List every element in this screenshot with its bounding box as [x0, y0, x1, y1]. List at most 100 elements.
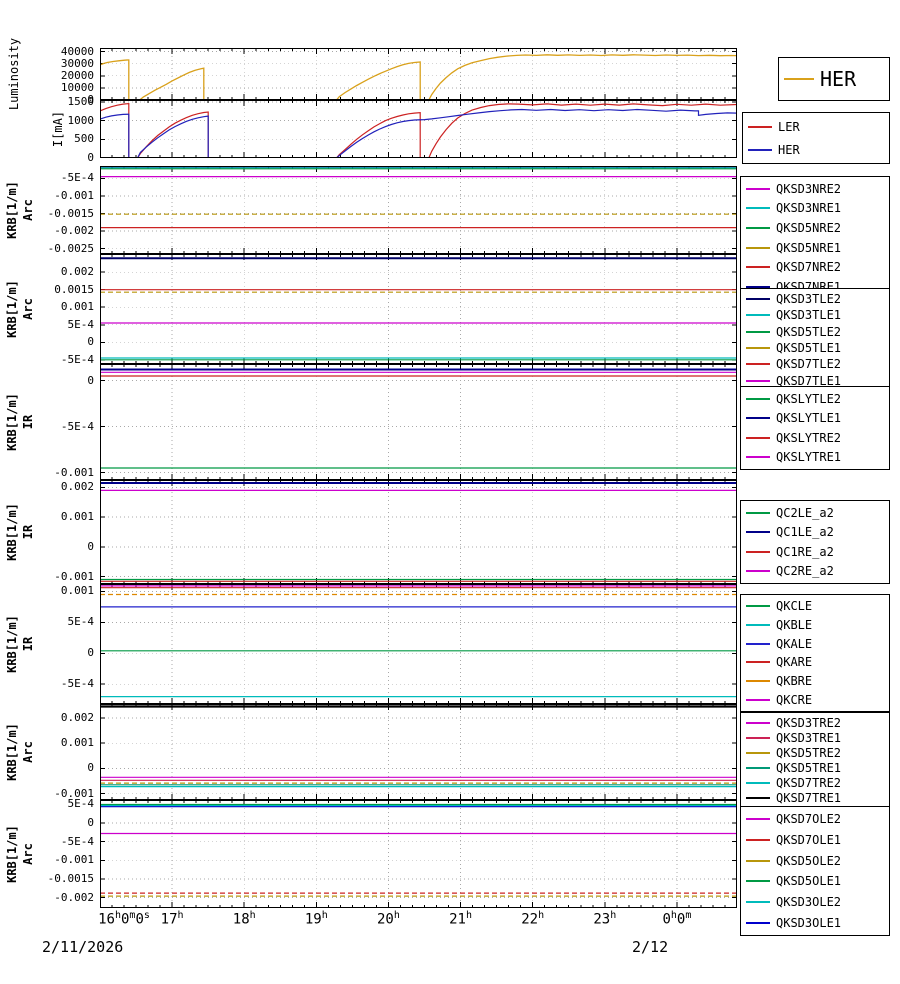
- ytick-label-nre: -0.0025: [47, 241, 94, 255]
- legend-item: QKBLE: [741, 618, 889, 632]
- panel-qk-plot: [100, 584, 737, 704]
- ytick-label-lum: 10000: [60, 80, 94, 94]
- legend-item: QC2RE_a2: [741, 564, 889, 578]
- xtick-label: 21h: [449, 910, 473, 928]
- legend-item: QKSD3TLE1: [741, 308, 889, 322]
- legend-item: QKSD3TRE2: [741, 716, 889, 730]
- legend-line-swatch: [746, 187, 770, 190]
- legend-item: QKARE: [741, 655, 889, 669]
- ytick-label-cur: 0: [87, 151, 94, 164]
- ytick-label-nre: -5E-4: [60, 171, 94, 185]
- ytick-label-lum: 40000: [60, 44, 94, 58]
- legend-label: QC1RE_a2: [776, 544, 834, 559]
- ytick-label-ole: 5E-4: [67, 797, 95, 811]
- legend-label: QKCLE: [776, 599, 813, 614]
- xtick-label: 18h: [232, 910, 256, 928]
- legend-label: QKSLYTLE2: [776, 391, 842, 406]
- ytick-label-lum: 20000: [60, 68, 94, 82]
- ylabel-text: Arc: [21, 741, 35, 763]
- legend-label: LER: [778, 119, 800, 134]
- legend-label: QKSD3OLE2: [776, 894, 842, 909]
- xtick-label: 23h: [593, 910, 617, 928]
- legend-label: QKSD3OLE1: [776, 915, 842, 930]
- series-HER: [100, 54, 737, 100]
- legend-line-swatch: [746, 363, 770, 366]
- panel-frame: [100, 800, 737, 908]
- legend-item: QKSD5OLE2: [741, 854, 889, 868]
- legend-line-swatch: [746, 227, 770, 230]
- series-LER: [100, 102, 737, 158]
- legend-line-swatch: [746, 347, 770, 350]
- ytick-label-qc: 0: [87, 539, 94, 553]
- ylabel-text: I[mA]: [51, 110, 65, 148]
- legend-label: QKSD3TRE1: [776, 730, 842, 745]
- ytick-label-tre: 0: [87, 761, 94, 775]
- legend-line-swatch: [746, 605, 770, 608]
- ytick-label-tre: -0.001: [54, 786, 94, 800]
- ytick-label-nre: -0.001: [54, 188, 94, 202]
- panel-ole-plot: [100, 800, 737, 908]
- legend-item: QKCRE: [741, 693, 889, 707]
- ylabel-text: KRB[1/m]: [5, 503, 19, 561]
- legend-label: HER: [778, 142, 800, 157]
- legend-item: QC1LE_a2: [741, 525, 889, 539]
- legend-line-swatch: [746, 751, 770, 754]
- legend-item: LER: [743, 120, 889, 134]
- legend-item: QKSD7TRE1: [741, 791, 889, 805]
- legend-label: QC1LE_a2: [776, 525, 834, 540]
- legend-line-swatch: [746, 661, 770, 664]
- legend-line-swatch: [746, 550, 770, 553]
- legend-item: QKSD5TRE1: [741, 761, 889, 775]
- legend-label: QKSD5TRE1: [776, 760, 842, 775]
- date-end-label: 2/12: [632, 938, 669, 956]
- legend-line-swatch: [746, 642, 770, 645]
- ytick-label-ole: -0.002: [54, 890, 94, 904]
- panel-frame: [100, 480, 737, 584]
- legend-sly: QKSLYTLE2 QKSLYTLE1 QKSLYTRE2 QKSLYTRE1: [740, 386, 890, 470]
- legend-item: QKSD5OLE1: [741, 874, 889, 888]
- legend-item: QKSD5NRE2: [741, 221, 889, 235]
- legend-label: QKSD3TLE2: [776, 292, 842, 307]
- legend-item: QKSD3NRE1: [741, 201, 889, 215]
- panel-tre-plot: [100, 704, 737, 800]
- legend-line-swatch: [746, 207, 770, 210]
- legend-line-swatch: [746, 623, 770, 626]
- ylabel-text: KRB[1/m]: [5, 280, 19, 338]
- ytick-label-qc: 0.002: [60, 480, 94, 494]
- ytick-label-qc: -0.001: [54, 569, 94, 583]
- ytick-label-ole: -0.0015: [47, 871, 94, 885]
- legend-label: QKSD7TRE2: [776, 775, 842, 790]
- legend-item: QKBRE: [741, 674, 889, 688]
- legend-label: QKSD5TLE2: [776, 324, 842, 339]
- series-HER: [100, 108, 737, 158]
- ytick-label-tle: 0.001: [60, 300, 94, 314]
- legend-item: QKSD3OLE2: [741, 895, 889, 909]
- ylabel-text: Arc: [21, 298, 35, 320]
- ytick-label-cur: 1500: [67, 94, 95, 108]
- ytick-label-tle: 5E-4: [67, 317, 95, 331]
- legend-line-swatch: [746, 397, 770, 400]
- legend-item: HER: [779, 67, 889, 91]
- legend-line-swatch: [746, 698, 770, 701]
- legend-item: QKSLYTRE2: [741, 431, 889, 445]
- legend-label: HER: [820, 67, 857, 91]
- legend-label: QKSD5NRE1: [776, 240, 842, 255]
- legend-label: QKBLE: [776, 617, 813, 632]
- legend-item: QKSD3OLE1: [741, 916, 889, 930]
- ylabel-text: IR: [21, 414, 35, 430]
- legend-line-swatch: [746, 766, 770, 769]
- legend-line-swatch: [746, 721, 770, 724]
- ytick-label-qc: 0.001: [60, 510, 94, 524]
- ylabel-text: KRB[1/m]: [5, 615, 19, 673]
- legend-label: QKSD5OLE1: [776, 874, 842, 889]
- legend-qk: QKCLE QKBLE QKALE QKARE QKBRE QKCRE: [740, 594, 890, 712]
- panel-frame: [100, 48, 737, 100]
- ylabel-text: KRB[1/m]: [5, 393, 19, 451]
- legend-label: QKSD5TRE2: [776, 745, 842, 760]
- legend-line-swatch: [746, 796, 770, 799]
- legend-label: QKSLYTRE1: [776, 450, 842, 465]
- panel-lum-plot: [100, 48, 737, 100]
- xtick-label: 20h: [377, 910, 400, 928]
- ytick-label-qk: 5E-4: [67, 615, 95, 629]
- legend-item: QKSD7TLE2: [741, 357, 889, 371]
